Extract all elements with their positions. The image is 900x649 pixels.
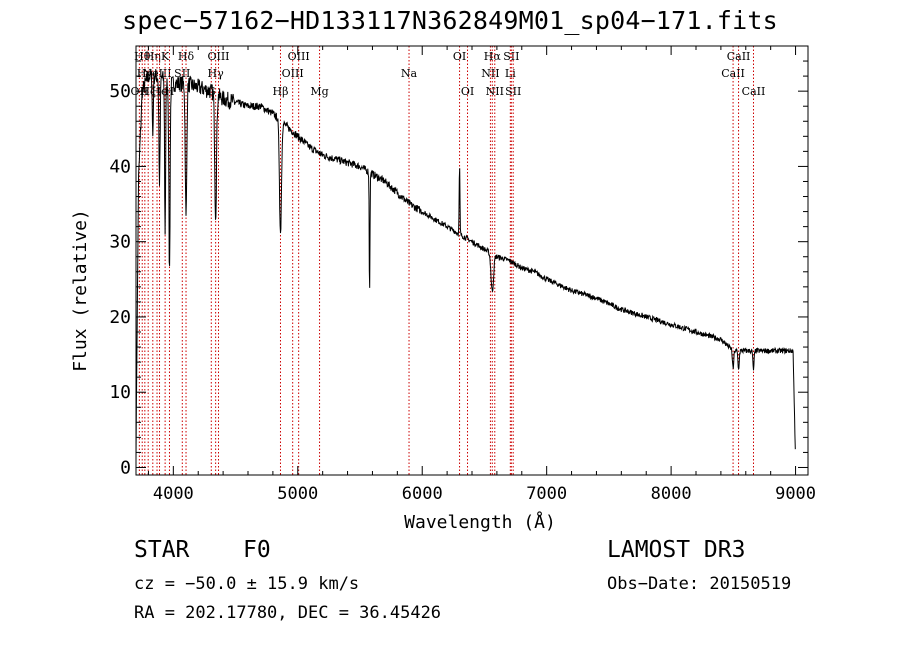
x-tick-label: 8000 bbox=[651, 484, 692, 504]
line-label-9: SII bbox=[174, 67, 190, 80]
line-label-7: K bbox=[161, 50, 170, 63]
subclass-label: F0 bbox=[243, 537, 271, 563]
line-label-24: Li bbox=[505, 67, 516, 80]
line-label-15: OIII bbox=[282, 67, 304, 80]
line-label-25: SII bbox=[503, 50, 519, 63]
line-label-20: OI bbox=[461, 85, 474, 98]
survey-label: LAMOST DR3 bbox=[607, 537, 746, 563]
chart-title: spec−57162−HD133117N362849M01_sp04−171.f… bbox=[122, 6, 778, 35]
y-tick-label: 50 bbox=[109, 81, 131, 102]
plot-frame bbox=[135, 45, 809, 476]
y-tick-label: 20 bbox=[109, 307, 131, 328]
line-label-18: Na bbox=[401, 67, 418, 80]
y-axis-label: Flux (relative) bbox=[70, 209, 91, 372]
line-label-17: Mg bbox=[310, 85, 328, 98]
line-label-22: Hα bbox=[484, 50, 502, 63]
line-label-16: OIII bbox=[288, 50, 310, 63]
line-label-19: OI bbox=[453, 50, 466, 63]
line-label-29: CaII bbox=[742, 85, 766, 98]
x-tick-label: 6000 bbox=[402, 484, 443, 504]
y-tick-label: 0 bbox=[120, 457, 131, 478]
line-label-12: Hγ bbox=[208, 67, 225, 80]
y-tick-label: 40 bbox=[109, 156, 131, 177]
line-label-14: Hβ bbox=[273, 85, 289, 98]
object-class-label: STAR bbox=[134, 537, 190, 563]
line-label-26: SII bbox=[505, 85, 521, 98]
spectrum-line bbox=[135, 68, 796, 461]
line-label-21: NII bbox=[481, 67, 499, 80]
x-tick-label: 9000 bbox=[775, 484, 816, 504]
line-label-8: H bbox=[165, 85, 175, 98]
line-label-27: CaII bbox=[721, 67, 745, 80]
line-label-1: Hθ bbox=[134, 50, 151, 63]
x-axis-label: Wavelength (Å) bbox=[404, 511, 556, 533]
line-label-13: OIII bbox=[207, 50, 229, 63]
x-tick-label: 7000 bbox=[526, 484, 567, 504]
x-tick-label: 4000 bbox=[153, 484, 194, 504]
line-label-11: G bbox=[207, 85, 216, 98]
x-tick-label: 5000 bbox=[277, 484, 318, 504]
redshift-label: cz = −50.0 ± 15.9 km/s bbox=[134, 574, 360, 594]
line-label-2: Hη bbox=[137, 67, 153, 80]
line-label-23: NII bbox=[486, 85, 504, 98]
obs-date-label: Obs−Date: 20150519 bbox=[607, 574, 792, 594]
y-tick-label: 30 bbox=[109, 232, 131, 253]
line-label-28: CaII bbox=[727, 50, 751, 63]
line-label-10: Hδ bbox=[178, 50, 195, 63]
coordinates-label: RA = 202.17780, DEC = 36.45426 bbox=[134, 603, 442, 623]
line-label-4: Hη bbox=[145, 50, 161, 63]
y-tick-label: 10 bbox=[109, 382, 131, 403]
